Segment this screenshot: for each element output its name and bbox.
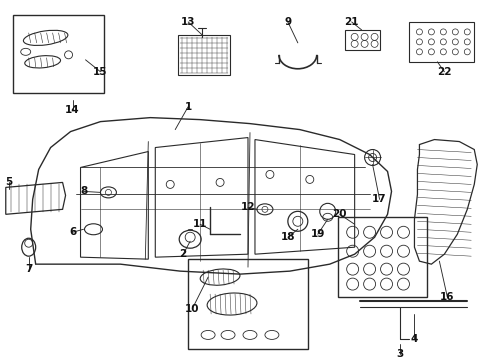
Text: 4: 4	[411, 334, 418, 344]
Text: 16: 16	[440, 292, 455, 302]
Text: 14: 14	[65, 105, 80, 114]
Text: 9: 9	[284, 17, 292, 27]
Bar	[338, 217, 427, 297]
Bar	[188, 259, 308, 349]
Bar	[344, 30, 380, 50]
Text: 5: 5	[5, 177, 12, 188]
Text: 15: 15	[93, 67, 108, 77]
Text: 1: 1	[185, 102, 192, 112]
Text: 3: 3	[396, 349, 403, 359]
Bar	[178, 35, 230, 75]
Text: 20: 20	[332, 209, 347, 219]
Text: 22: 22	[437, 67, 452, 77]
Bar	[13, 15, 104, 93]
Text: 10: 10	[185, 304, 199, 314]
Text: 7: 7	[25, 264, 32, 274]
Text: 13: 13	[181, 17, 196, 27]
Text: 11: 11	[193, 219, 207, 229]
Text: 12: 12	[241, 202, 255, 212]
Text: 19: 19	[311, 229, 325, 239]
Text: 8: 8	[80, 186, 87, 197]
Bar	[410, 22, 474, 62]
Text: 21: 21	[344, 17, 359, 27]
Text: 17: 17	[372, 194, 387, 204]
Text: 18: 18	[281, 232, 295, 242]
Text: 2: 2	[179, 249, 187, 259]
Text: 6: 6	[69, 227, 76, 237]
